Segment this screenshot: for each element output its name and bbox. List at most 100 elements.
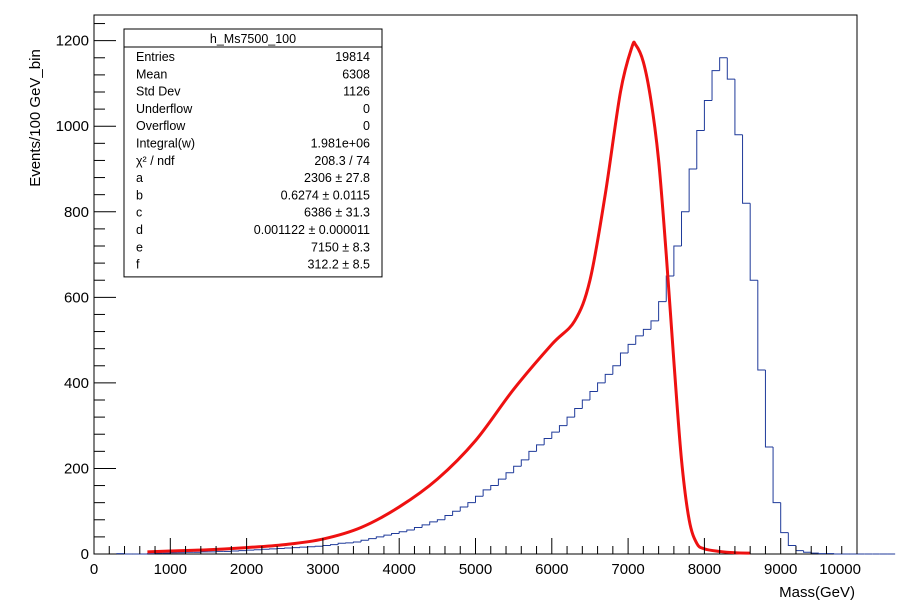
x-tick-label: 6000: [535, 561, 568, 578]
histogram-bin: [612, 365, 621, 375]
histogram-bin: [665, 275, 674, 302]
histogram-bin: [780, 502, 789, 534]
y-tick-label: 1200: [56, 33, 89, 50]
stats-label: b: [136, 188, 143, 202]
histogram-bin: [536, 444, 545, 452]
histogram-bin: [497, 478, 507, 486]
histogram-bin: [406, 529, 415, 532]
histogram-bin: [413, 526, 423, 531]
histogram-bin: [444, 515, 453, 520]
histogram-bin: [627, 343, 636, 353]
histogram-bin: [635, 335, 644, 345]
histogram-bin: [642, 328, 651, 336]
histogram-bin: [688, 168, 697, 212]
histogram-bin: [330, 544, 339, 546]
histogram-bin: [520, 459, 529, 467]
stats-value: 312.2 ± 8.5: [308, 258, 371, 272]
histogram-bin: [490, 485, 499, 490]
histogram-bin: [764, 370, 774, 448]
histogram-bin: [772, 447, 781, 504]
histogram-bin: [383, 534, 392, 537]
histogram-bin: [726, 57, 735, 80]
histogram-bin: [803, 550, 812, 553]
stats-label: Std Dev: [136, 85, 181, 99]
histogram-bin: [589, 390, 598, 400]
histogram-bin: [757, 280, 766, 371]
histogram-bin: [650, 320, 659, 330]
y-tick-label: 800: [64, 204, 89, 221]
histogram-bin: [322, 544, 331, 547]
x-tick-label: 4000: [383, 561, 416, 578]
y-tick-label: 600: [64, 289, 89, 306]
x-axis-title: Mass(GeV): [779, 584, 855, 601]
stats-value: 0.6274 ± 0.0115: [281, 188, 370, 202]
x-tick-label: 10000: [819, 561, 861, 578]
histogram-bin: [368, 538, 377, 541]
histogram-bin: [681, 211, 690, 246]
histogram-bin: [375, 536, 384, 539]
histogram-bin: [711, 70, 720, 101]
axes: 0 200 400 600 800 1000 1200 0 1000 2000 3000 4000 50…: [56, 23, 861, 578]
stats-value: 6386 ± 31.3: [304, 206, 370, 220]
stats-value: 19814: [335, 50, 370, 64]
histogram-bin: [429, 521, 438, 525]
histogram-bin: [543, 438, 552, 445]
stats-value: 6308: [342, 67, 370, 81]
x-tick-label: 5000: [459, 561, 492, 578]
stats-box-border: [123, 28, 383, 278]
histogram-bin: [452, 510, 461, 516]
x-tick-label: 0: [90, 561, 98, 578]
stats-label: c: [136, 206, 142, 220]
histogram-bin: [459, 506, 468, 512]
histogram-bin: [581, 399, 590, 409]
stats-label: χ² / ndf: [136, 154, 175, 168]
histogram-bin: [597, 382, 606, 392]
y-tick-label: 400: [64, 375, 89, 392]
stats-label: Overflow: [136, 119, 186, 133]
histogram-bin: [337, 542, 346, 545]
stats-label: Integral(w): [136, 137, 195, 151]
stats-value: 2306 ± 27.8: [304, 171, 370, 185]
y-axis-title: Events/100 GeV_bin: [27, 49, 44, 187]
stats-label: Mean: [136, 67, 167, 81]
histogram-bin: [566, 416, 575, 426]
stats-label: Underflow: [136, 102, 193, 116]
histogram-bin: [475, 495, 484, 503]
x-tick-label: 2000: [230, 561, 263, 578]
stats-label: d: [136, 223, 143, 237]
histogram-bin: [810, 552, 819, 554]
histogram-bin: [795, 545, 804, 552]
x-tick-label: 8000: [688, 561, 721, 578]
x-tick-label: 1000: [154, 561, 187, 578]
histogram-bin: [436, 519, 445, 522]
histogram-bin: [391, 532, 400, 536]
histogram-bin: [505, 472, 514, 480]
histogram-bin: [482, 489, 491, 497]
histogram-bin: [398, 531, 407, 534]
stats-value: 1.981e+06: [311, 137, 370, 151]
histogram-bin: [604, 373, 613, 383]
histogram-bin: [467, 502, 476, 507]
stats-value: 7150 ± 8.3: [311, 240, 370, 254]
histogram-bin: [696, 130, 705, 169]
x-tick-label: 7000: [611, 561, 644, 578]
histogram-bin: [360, 539, 369, 543]
stats-value: 0: [363, 102, 370, 116]
histogram-bin: [574, 408, 583, 418]
histogram-bin: [658, 301, 667, 321]
x-tick-label: 9000: [764, 561, 797, 578]
stats-label: e: [136, 240, 143, 254]
histogram-bin: [734, 79, 743, 136]
stats-value: 0: [363, 119, 370, 133]
y-tick-label: 1000: [56, 118, 89, 135]
histogram-bin: [528, 450, 537, 460]
stats-value: 1126: [343, 85, 370, 99]
y-tick-label: 200: [64, 460, 89, 477]
x-tick-label: 3000: [306, 561, 339, 578]
stats-value: 0.001122 ± 0.000011: [254, 223, 370, 237]
stats-label: Entries: [136, 50, 175, 64]
y-tick-label: 0: [81, 546, 89, 563]
histogram-bin: [749, 203, 758, 281]
histogram-bin: [787, 532, 796, 546]
